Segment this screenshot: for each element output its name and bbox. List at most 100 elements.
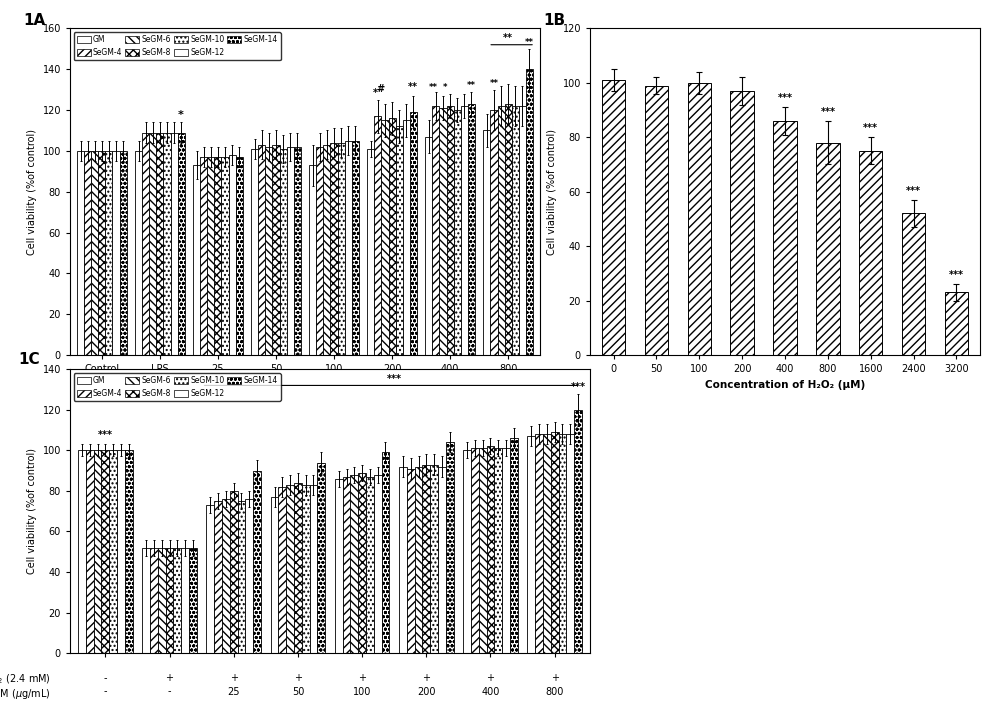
Text: SeGM ($\mu$g/mL): SeGM ($\mu$g/mL)	[0, 687, 51, 701]
Text: **: **	[408, 82, 418, 92]
Bar	[214, 501, 222, 653]
Bar	[142, 133, 149, 355]
Bar	[193, 165, 200, 355]
Text: ***: ***	[906, 186, 921, 196]
Text: 400: 400	[481, 687, 500, 697]
Bar	[463, 450, 471, 653]
Bar	[105, 151, 112, 355]
Bar	[84, 151, 91, 355]
Bar	[374, 116, 381, 355]
Bar	[265, 147, 272, 355]
Bar	[302, 485, 310, 653]
Bar	[98, 151, 105, 355]
Bar	[688, 83, 711, 355]
Bar	[350, 475, 358, 653]
Bar	[207, 157, 214, 355]
Bar	[438, 466, 446, 653]
Bar	[519, 106, 526, 355]
Bar	[512, 106, 519, 355]
Bar	[253, 471, 261, 653]
Bar	[490, 110, 498, 355]
Bar	[425, 136, 432, 355]
Bar	[468, 104, 475, 355]
Bar	[510, 438, 518, 653]
Bar	[602, 80, 625, 355]
Bar	[77, 151, 84, 355]
Bar	[374, 475, 382, 653]
Bar	[258, 145, 265, 355]
Bar	[454, 110, 461, 355]
Bar	[214, 157, 221, 355]
Text: ***: ***	[387, 374, 402, 384]
Bar	[158, 547, 166, 653]
Bar	[945, 293, 968, 355]
Bar	[483, 131, 490, 355]
Bar	[381, 120, 389, 355]
X-axis label: Concentration (μg/mL): Concentration (μg/mL)	[239, 380, 372, 390]
Y-axis label: Cell viability (%of control): Cell viability (%of control)	[547, 129, 557, 255]
Text: +: +	[230, 672, 238, 682]
Bar	[181, 547, 189, 653]
Bar	[316, 147, 323, 355]
Bar	[389, 118, 396, 355]
Bar	[559, 434, 566, 653]
Bar	[471, 448, 479, 653]
Bar	[117, 450, 125, 653]
Bar	[171, 133, 178, 355]
Bar	[271, 497, 278, 653]
Bar	[294, 483, 302, 653]
Bar	[278, 487, 286, 653]
Bar	[245, 499, 253, 653]
Bar	[422, 464, 430, 653]
Text: ***: ***	[778, 93, 792, 103]
X-axis label: Concentration of H₂O₂ (μM): Concentration of H₂O₂ (μM)	[705, 380, 865, 390]
Bar	[120, 151, 127, 355]
Text: ***: ***	[820, 106, 835, 117]
Text: ***: ***	[949, 270, 964, 280]
Bar	[78, 450, 86, 653]
Bar	[396, 126, 403, 355]
Bar	[543, 434, 551, 653]
Bar	[432, 106, 439, 355]
Bar	[352, 141, 359, 355]
Bar	[330, 143, 338, 355]
Bar	[287, 147, 294, 355]
Bar	[229, 155, 236, 355]
Bar	[345, 141, 352, 355]
Bar	[461, 106, 468, 355]
Bar	[91, 151, 98, 355]
Bar	[430, 464, 438, 653]
Bar	[551, 432, 559, 653]
Text: 1B: 1B	[543, 13, 565, 28]
Text: ***: ***	[863, 123, 878, 133]
Bar	[150, 547, 158, 653]
Bar	[317, 462, 325, 653]
Text: +: +	[358, 672, 366, 682]
Bar	[206, 505, 214, 653]
Bar	[94, 450, 101, 653]
Bar	[135, 151, 142, 355]
Text: *: *	[178, 110, 184, 120]
Bar	[479, 448, 487, 653]
Bar	[178, 133, 185, 355]
Bar	[125, 450, 133, 653]
Text: +: +	[166, 672, 174, 682]
Legend: GM, SeGM-4, SeGM-6, SeGM-8, SeGM-10, SeGM-12, SeGM-14: GM, SeGM-4, SeGM-6, SeGM-8, SeGM-10, SeG…	[74, 373, 281, 401]
Bar	[222, 499, 230, 653]
Text: 100: 100	[353, 687, 371, 697]
Text: ***: ***	[571, 381, 586, 391]
Bar	[236, 157, 243, 355]
Bar	[526, 69, 533, 355]
Bar	[574, 410, 582, 653]
Text: 50: 50	[292, 687, 304, 697]
Text: **: **	[429, 82, 438, 92]
Bar	[439, 108, 447, 355]
Bar	[173, 547, 181, 653]
Text: 800: 800	[546, 687, 564, 697]
Bar	[730, 91, 754, 355]
Bar	[200, 157, 207, 355]
Y-axis label: Cell viability (%of control): Cell viability (%of control)	[27, 448, 37, 574]
Bar	[149, 133, 156, 355]
Bar	[310, 485, 317, 653]
Bar	[109, 450, 117, 653]
